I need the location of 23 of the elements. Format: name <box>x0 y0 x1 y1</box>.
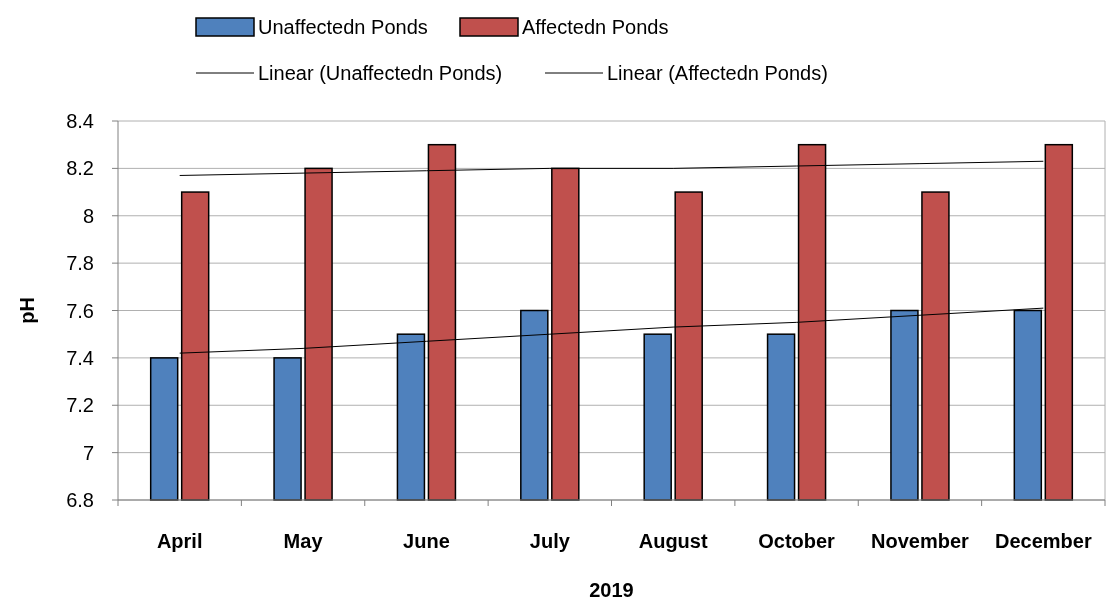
x-tick-label: October <box>758 530 836 552</box>
y-tick-label: 7.8 <box>66 252 94 275</box>
y-tick-label: 7 <box>82 441 94 464</box>
y-tick-label: 8 <box>82 204 94 227</box>
y-tick-label: 7.2 <box>66 394 94 417</box>
y-tick-label: 6.8 <box>66 489 94 511</box>
x-tick-label: November <box>871 530 970 552</box>
x-tick-label: December <box>994 530 1092 552</box>
y-tick-label: 8.2 <box>66 157 94 180</box>
x-tick-label: May <box>283 530 324 552</box>
legend-label: Unaffectedn Ponds <box>258 16 428 38</box>
y-tick-label: 7.4 <box>66 346 94 369</box>
x-tick-label: July <box>529 530 571 552</box>
x-tick-label: August <box>638 530 708 552</box>
legend-label: Affectedn Ponds <box>522 16 669 38</box>
legend-label: Linear (Unaffectedn Ponds) <box>258 62 503 84</box>
x-axis-title: 2019 <box>589 579 634 601</box>
y-axis-title: pH <box>16 297 38 324</box>
y-tick-label: 7.6 <box>66 299 94 322</box>
y-tick-label: 8.4 <box>66 110 94 132</box>
x-tick-label: June <box>403 530 450 552</box>
legend-label: Linear (Affectedn Ponds) <box>607 62 828 84</box>
x-tick-label: April <box>156 530 203 552</box>
